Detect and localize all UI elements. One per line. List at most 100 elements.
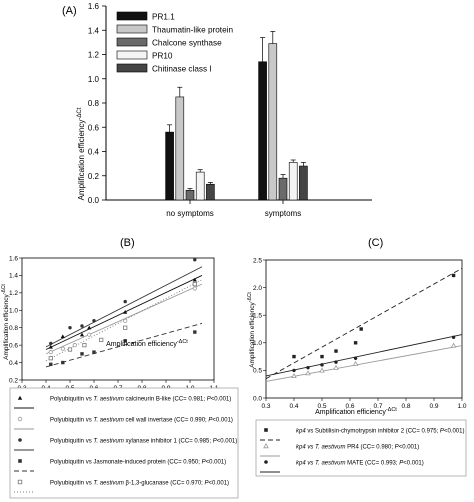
panel-b-legend-label-part: P: [213, 439, 217, 445]
panel-b-data-point: [192, 286, 197, 291]
panel-b-data-point: [123, 299, 127, 304]
panel-b-legend-label-part: T. aestivum: [93, 439, 123, 445]
panel-c-data-point: [292, 368, 296, 373]
panel-b-data-point: [192, 277, 197, 282]
panel-c-data-point: [353, 341, 358, 345]
panel-c-data-point: [320, 363, 324, 367]
panel-a-bar: [258, 61, 267, 201]
panel-b-legend-symbol: [17, 416, 23, 422]
panel-b-legend-label-part: Polyubiquitin vs: [50, 397, 93, 403]
panel-a-y-axis-label: Amplification efficiency-ΔCt: [77, 107, 86, 200]
panel-c-legend-label-part: MATE (CC= 0.993;: [345, 461, 399, 467]
panel-b-data-point: [87, 325, 92, 330]
panel-b-legend-label: Polyubiquitin vs T. aestivum calcineurin…: [50, 397, 231, 403]
panel-c-legend-symbol: [263, 442, 269, 449]
panel-c-x-tick-label: 1.0: [457, 403, 466, 410]
panel-b-data-point: [49, 341, 53, 346]
panel-b-data-point: [82, 343, 87, 348]
panel-b-data-point: [79, 332, 85, 337]
panel-a-bars: [165, 31, 308, 201]
panel-c-data-point: [292, 354, 296, 359]
panel-c-regression-line: [265, 334, 463, 377]
panel-c-y-tick-label: 2.5: [253, 257, 262, 264]
panel-b-y-tick-label: 1.0: [9, 308, 18, 315]
panel-b-legend-label-part: P: [208, 418, 212, 424]
panel-b-plot-frame: [21, 257, 215, 381]
panel-b-data-point: [68, 326, 72, 330]
panel-c-legend-label-part: kp4: [296, 429, 306, 435]
panel-c-data-point: [291, 372, 297, 379]
panel-a-bar: [195, 171, 205, 201]
panel-b-legend-symbol: [17, 479, 23, 485]
panel-b-regression-line: [45, 266, 203, 348]
panel-a-y-tick-label: 1.4: [88, 26, 100, 35]
panel-a-legend-label: Chitinase class I: [152, 65, 212, 74]
panel-a-legend-swatch: [116, 24, 148, 34]
panel-c-legend-label-part: PR4 (CC= 0.980;: [345, 445, 394, 451]
panel-a-legend-swatch: [116, 37, 148, 47]
panel-b-legend-label-part: calcineurin B-like (CC= 0.981;: [124, 397, 207, 403]
panel-b-data-point: [61, 360, 65, 365]
panel-c-legend-label-part: vs Subtilisin-chymotrypsin inhibitor 2 (…: [306, 429, 440, 435]
panel-c-legend-label: kp4 vs T. aestivum PR4 (CC= 0.980; P<0.0…: [296, 445, 419, 451]
panel-a-y-tick-label: 0.4: [88, 148, 100, 157]
panel-b-scatter: (B) 0.30.40.50.60.70.80.91.01.10.20.40.6…: [1, 237, 219, 392]
panel-b-data-point: [80, 324, 84, 328]
panel-c-legend-label: kp4 vs T. aestivum MATE (CC= 0.993; P<0.…: [296, 461, 424, 467]
panel-b-legend-label: Polyubiquitin vs T. aestivum cell wall i…: [50, 418, 233, 424]
panel-b-legend-label-part: <0.001): [217, 439, 238, 445]
panel-b-legend-label-part: cell wall invertase (CC= 0.990;: [124, 418, 209, 424]
panel-b-data-point: [123, 325, 128, 330]
panel-c-legend-label-part: P: [395, 445, 399, 451]
panel-a-y-tick-label: 0.2: [88, 172, 100, 181]
panel-c-scatter: (C) 0.3 0.4 0.5 0.6 0.7 0.8 0.9 1.0 0.0 0.5 1.0 1.5…: [247, 237, 467, 416]
panel-b-legend-label-part: <0.001): [212, 418, 233, 424]
panel-b-data-point: [123, 318, 128, 323]
panel-a-x-labels: no symptoms symptoms: [166, 200, 301, 218]
panel-b-y-tick-label: 1.4: [9, 273, 18, 280]
panel-c-data-point: [451, 335, 456, 339]
panel-b-axes: 0.30.40.50.60.70.80.91.01.10.20.40.60.81…: [9, 255, 219, 392]
panel-a-bar: [278, 177, 288, 201]
panel-b-data-point: [48, 344, 53, 349]
panel-c-data-point: [320, 354, 324, 359]
panel-b-regression-line: [45, 283, 203, 355]
panel-c-y-axis-label: Amplification efficiency-ΔCt: [247, 292, 256, 368]
panel-c-data-point: [305, 370, 311, 376]
panel-a-category-label: no symptoms: [166, 209, 214, 218]
panel-c-label: (C): [368, 237, 383, 249]
panel-b-legend-label-part: β-1,3-glucanase (CC= 0.970;: [124, 481, 205, 487]
panel-b-data-point: [92, 319, 96, 323]
panel-b-data-point: [49, 362, 53, 367]
panel-c-data-point: [353, 356, 358, 360]
panel-b-data-point: [87, 332, 92, 337]
panel-a-bar-chart: (A) 0.0 0.2 0.4 0.6 0.8 1.0 1.2 1.4 1.6 no sympt…: [62, 2, 372, 218]
panel-b-data-point: [192, 282, 197, 287]
panel-c-data-point: [352, 360, 359, 366]
panel-c-y-tick-label: 1.0: [253, 340, 262, 347]
panel-b-data-point: [48, 356, 53, 361]
panel-b-y-tick-label: 1.6: [9, 255, 18, 262]
panel-c-x-tick-label: 0.4: [289, 403, 298, 410]
panel-c-axes: 0.3 0.4 0.5 0.6 0.7 0.8 0.9 1.0 0.0 0.5 1.0 1.5 2.0 2…: [253, 257, 467, 410]
panel-b-data-point: [92, 350, 96, 354]
panel-b-legend-label-part: T. aestivum: [93, 418, 123, 424]
panel-b-y-axis-label: Amplification efficiency-ΔCt: [1, 284, 10, 360]
panel-c-legend-symbol: [264, 460, 268, 464]
panel-c-legend-label-part: P: [440, 429, 444, 435]
panel-b-legend-label: Polyubiquitin vs T. aestivum xylanase in…: [50, 439, 237, 445]
panel-b-legend-label-part: <0.001): [211, 397, 232, 403]
panel-b-legend-label-part: P: [205, 481, 209, 487]
panel-c-data-point: [333, 364, 339, 370]
panel-b-x-axis-label: Amplification efficiency-ΔCt: [106, 339, 188, 348]
panel-c-y-tick-label: 1.5: [253, 313, 262, 320]
panel-c-data-point: [359, 327, 363, 331]
panel-a-label: (A): [62, 5, 77, 17]
panel-c-legend-box: [255, 419, 467, 477]
panel-b-label: (B): [120, 237, 135, 249]
panel-b-data-point: [193, 330, 197, 334]
panel-c-legend-label-part: <0.001): [399, 445, 420, 451]
panel-b-regression-line: [45, 322, 203, 368]
panel-c-x-tick-label: 0.9: [429, 403, 438, 410]
